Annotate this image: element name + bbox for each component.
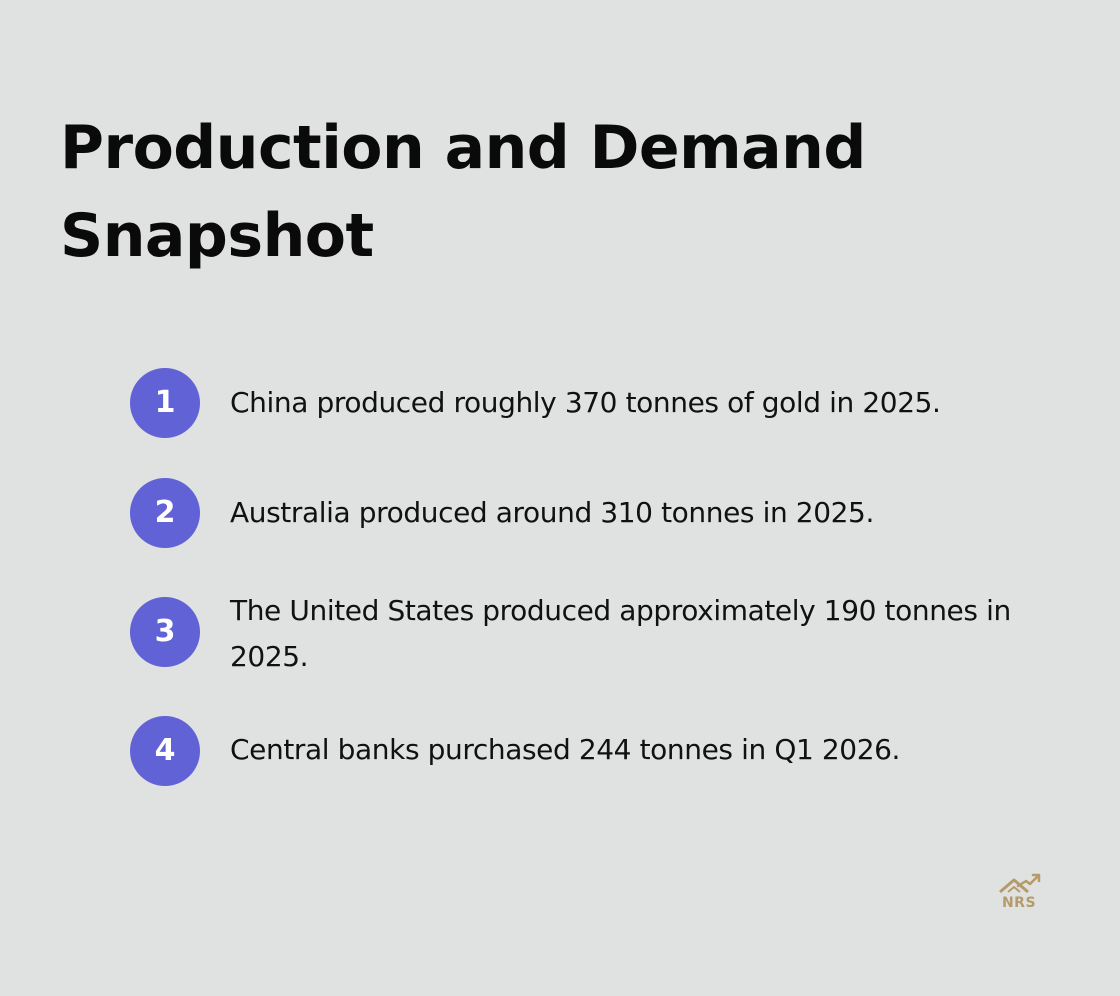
- house-growth-logo-icon: [999, 873, 1041, 894]
- list-item-text: Central banks purchased 244 tonnes in Q1…: [230, 733, 901, 766]
- list-item-text: China produced roughly 370 tonnes of gol…: [230, 386, 941, 419]
- brand-logo: NRS: [996, 872, 1042, 914]
- list-item-text: The United States produced approximately…: [230, 594, 1011, 673]
- number-badge: 1: [130, 368, 200, 438]
- number-badge: 2: [130, 478, 200, 548]
- page-title: Production and Demand Snapshot: [60, 113, 866, 271]
- list-item-text: Australia produced around 310 tonnes in …: [230, 496, 874, 529]
- number-badge: 4: [130, 716, 200, 786]
- logo-text: NRS: [1001, 895, 1037, 911]
- number-badge: 3: [130, 597, 200, 667]
